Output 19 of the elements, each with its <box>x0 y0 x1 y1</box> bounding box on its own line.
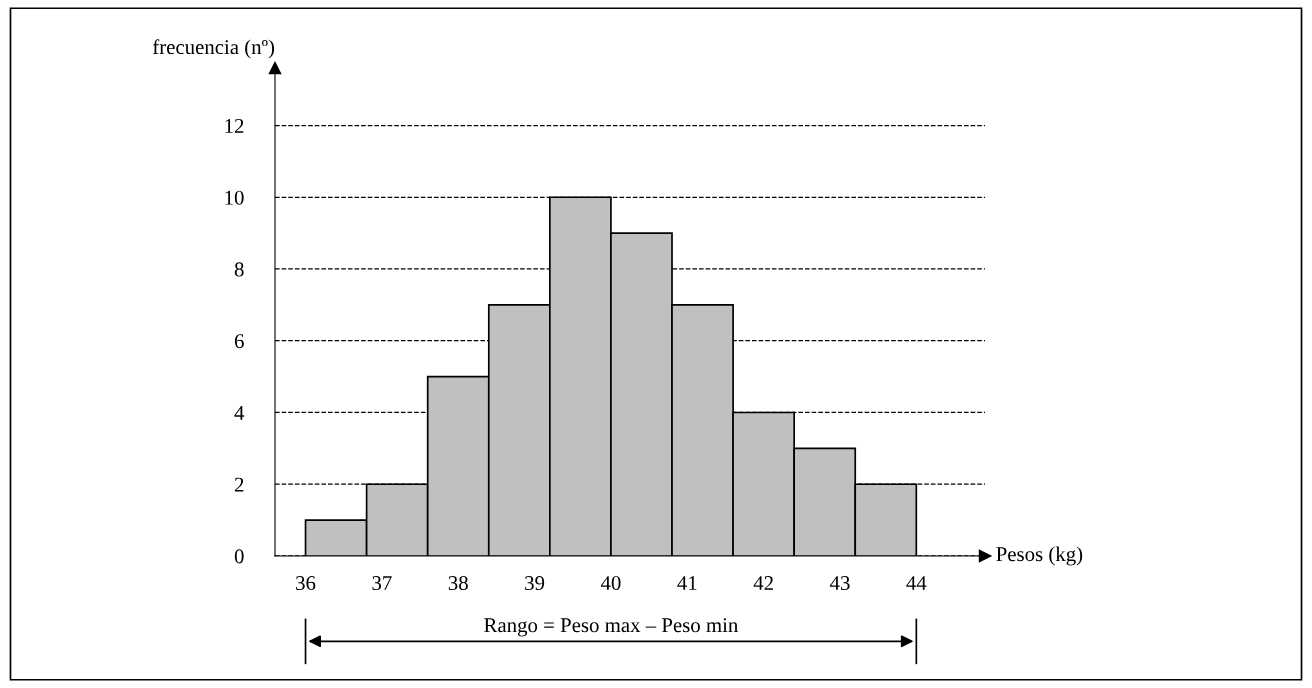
y-tick-label: 10 <box>225 190 244 205</box>
x-tick-label: 38 <box>448 576 468 591</box>
y-tick-label: 6 <box>234 334 244 349</box>
y-tick-label: 0 <box>234 549 244 564</box>
y-tick-label: 2 <box>234 477 244 492</box>
text: Rango = Peso max – Peso min <box>484 618 739 637</box>
x-tick-label: 42 <box>753 576 773 590</box>
x-tick-label: 36 <box>296 576 316 591</box>
x-tick-label: 41 <box>677 576 697 590</box>
x-tick-label: 37 <box>372 576 392 591</box>
x-tick-label: 39 <box>525 576 545 591</box>
x-tick-label: 43 <box>829 576 850 591</box>
y-tick-label: 8 <box>234 262 244 277</box>
y-tick-label: 12 <box>225 118 244 133</box>
x-axis-title: Pesos (kg) <box>996 546 1083 566</box>
y-axis-title: frecuencia (nº) <box>152 39 275 59</box>
x-tick-label: 44 <box>906 576 927 590</box>
x-tick-label: 40 <box>600 576 621 591</box>
y-tick-label: 4 <box>234 406 245 420</box>
